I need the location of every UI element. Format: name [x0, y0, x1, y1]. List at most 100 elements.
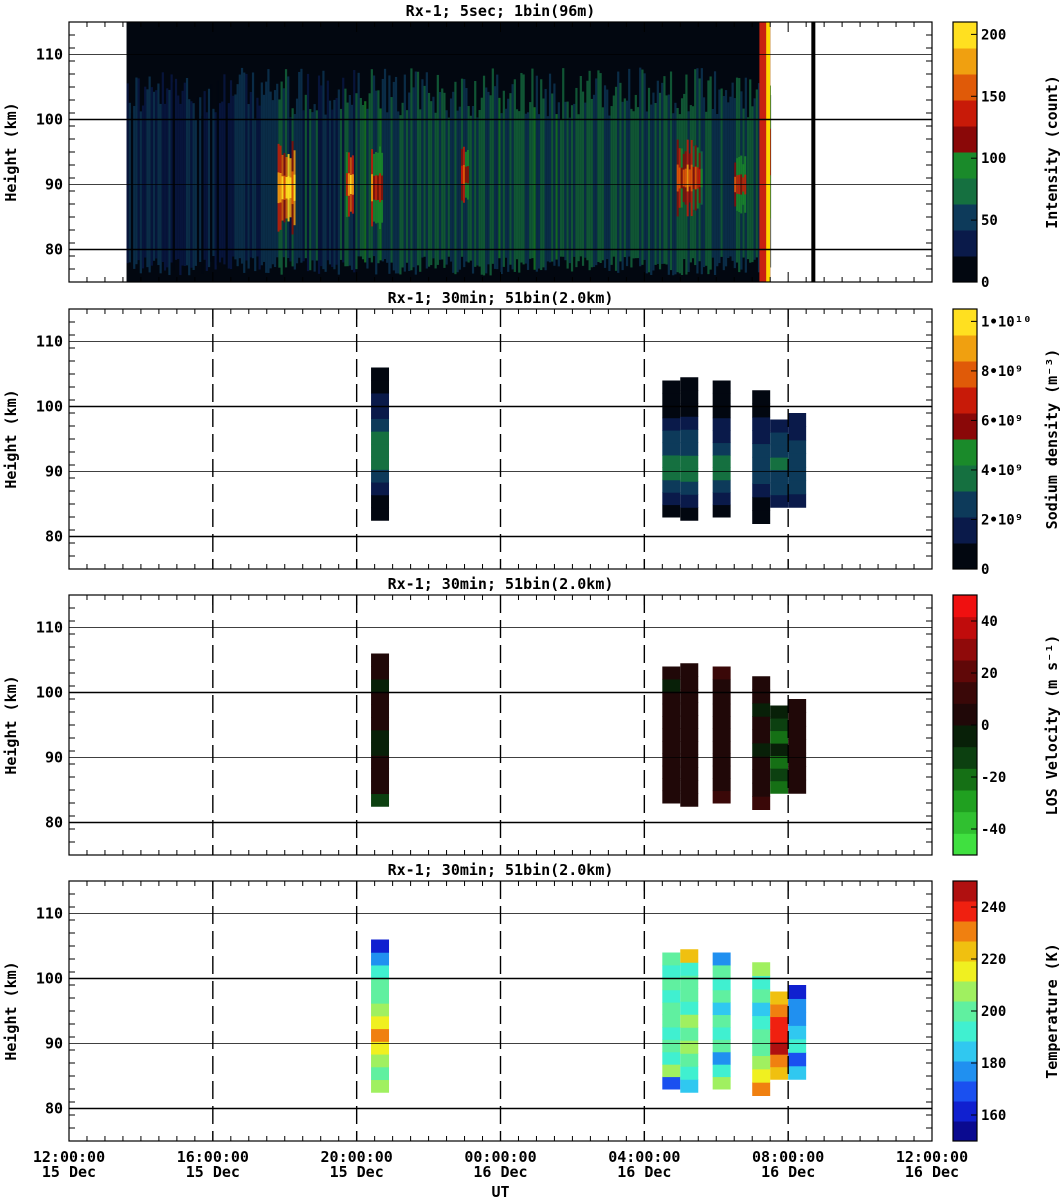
heatmap-cell	[752, 496, 771, 511]
intensity-column	[634, 94, 637, 259]
layer-core	[291, 171, 294, 205]
heatmap-cell	[788, 1011, 807, 1026]
intensity-column	[449, 98, 453, 262]
heatmap-cell	[680, 702, 699, 716]
intensity-column	[408, 92, 411, 272]
layer-core	[694, 166, 697, 190]
heatmap-cell	[680, 481, 699, 495]
intensity-column	[621, 101, 624, 271]
intensity-column	[757, 83, 761, 273]
heatmap-cell	[662, 716, 681, 730]
heatmap-cell	[752, 756, 771, 771]
heatmap-cell	[371, 1066, 390, 1081]
intensity-column	[575, 87, 578, 268]
colorbar-tick-label: 50	[981, 213, 998, 229]
heatmap-cell	[788, 985, 807, 999]
intensity-column	[639, 67, 642, 267]
heatmap-cell	[680, 663, 699, 677]
intensity-column	[553, 83, 556, 266]
xtick-label-date: 15 Dec	[186, 1163, 240, 1181]
intensity-column	[590, 98, 593, 268]
intensity-column	[342, 77, 345, 263]
colorbar-swatch	[953, 981, 977, 1002]
intensity-column	[150, 87, 153, 266]
heatmap-cell	[770, 419, 789, 433]
intensity-column	[133, 105, 136, 269]
intensity-column	[212, 108, 215, 257]
intensity-column	[254, 118, 257, 272]
intensity-column	[537, 114, 541, 269]
intensity-column	[493, 86, 497, 269]
heatmap-cell	[662, 778, 681, 792]
colorbar-swatch	[953, 1081, 977, 1102]
intensity-column	[454, 81, 457, 275]
intensity-column	[236, 84, 239, 267]
intensity-column	[625, 100, 629, 267]
heatmap-cell	[371, 691, 390, 705]
heatmap-cell	[752, 975, 771, 990]
heatmap-cell	[770, 482, 789, 496]
heatmap-cell	[662, 1076, 681, 1090]
intensity-column	[716, 114, 719, 267]
heatmap-cell	[371, 456, 390, 470]
intensity-column	[559, 118, 563, 257]
layer-core	[289, 177, 292, 199]
colorbar-swatch	[953, 361, 977, 388]
intensity-column	[434, 112, 437, 269]
heatmap-cell	[680, 377, 699, 391]
heatmap-cell	[680, 962, 699, 976]
intensity-column	[181, 90, 184, 266]
colorbar-tick-label: -40	[981, 822, 1006, 838]
xtick-label-date: 16 Dec	[905, 1163, 959, 1181]
heatmap-cell	[662, 392, 681, 406]
intensity-column	[247, 104, 250, 269]
intensity-column	[709, 76, 712, 270]
heatmap-cell	[371, 729, 390, 744]
edge-band	[759, 22, 771, 282]
intensity-column	[412, 87, 415, 268]
heatmap-cell	[712, 728, 731, 742]
heatmap-cell	[662, 479, 681, 493]
intensity-column	[636, 107, 640, 259]
xtick-label-time: 00:00:00	[464, 1148, 536, 1166]
heatmap-cell	[371, 678, 390, 693]
heatmap-cell	[662, 492, 681, 506]
intensity-column	[498, 97, 501, 259]
heatmap-cell	[662, 454, 681, 468]
colorbar-tick-label: 0	[981, 718, 989, 734]
intensity-column	[359, 97, 362, 257]
ytick-label: 100	[36, 398, 63, 416]
intensity-column	[544, 88, 547, 271]
heatmap-cell	[712, 1076, 731, 1090]
colorbar-swatch	[953, 1021, 977, 1042]
chart-panel-3: Rx-1; 30min; 51bin(2.0km) 80 90 100 110 Heigh…	[2, 575, 1061, 856]
colorbar-swatch	[953, 681, 977, 704]
heatmap-cell	[712, 778, 731, 792]
intensity-column	[535, 75, 538, 272]
colorbar-swatch	[953, 413, 977, 440]
intensity-column	[531, 68, 534, 259]
colorbar-swatch	[953, 230, 977, 257]
heatmap-cell	[712, 467, 731, 481]
heatmap-cell	[662, 952, 681, 966]
heatmap-cell	[752, 988, 771, 1003]
heatmap-cell	[680, 468, 699, 482]
intensity-column	[445, 110, 448, 265]
colorbar: 0 2•10⁹ 4•10⁹ 6•10⁹ 8•10⁹ 1•10¹⁰ Sodium densit…	[952, 308, 1061, 578]
intensity-column	[421, 79, 424, 258]
layer-core	[287, 175, 290, 200]
colorbar-swatch	[953, 152, 977, 179]
heatmap-cell	[788, 453, 807, 468]
layer-core	[464, 166, 467, 183]
intensity-column	[599, 73, 602, 264]
heatmap-cell	[712, 405, 731, 419]
heatmap-cell	[712, 740, 731, 754]
colorbar-tick-label: 2•10⁹	[981, 512, 1023, 528]
layer-core	[680, 167, 683, 189]
intensity-column	[518, 111, 521, 273]
heatmap-cell	[712, 1064, 731, 1078]
heatmap-cell	[371, 742, 390, 756]
heatmap-cell	[752, 416, 771, 431]
intensity-column	[720, 88, 723, 257]
heatmap-cell	[712, 964, 731, 978]
